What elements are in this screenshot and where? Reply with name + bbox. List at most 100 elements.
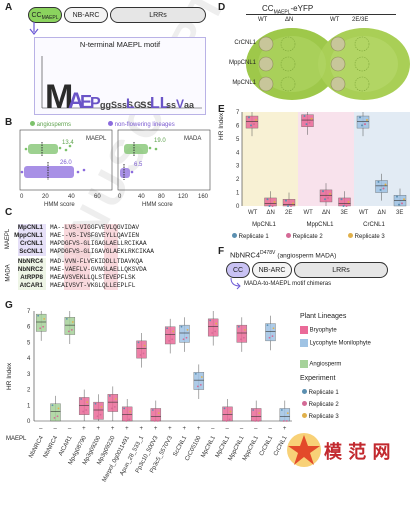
g-point [211, 332, 214, 334]
g-box [50, 403, 61, 422]
leaf-title-main: CC [262, 4, 274, 13]
e-point [401, 202, 403, 205]
maepl-title: MAEPL [86, 136, 107, 142]
hr-index-chart-e: 0 1 2 3 4 5 6 7 WT ΔN 2E WT ΔN 3E WT ΔN 3E [236, 110, 410, 216]
e-point [292, 202, 294, 205]
legend-dot-nonflowering [108, 121, 113, 126]
g-point [151, 409, 154, 411]
g-legend-angiosperm-label: Angiosperm [309, 361, 342, 368]
row-name: NbNRC4 [17, 258, 43, 265]
row-seq: MAE-VAEFLV-GVNGLAELLQKSVDA [50, 266, 147, 273]
g-point [114, 398, 117, 400]
g-box [164, 326, 176, 345]
g-legend-rep3: Replicate 3 [302, 413, 339, 420]
hr-index-chart-g: 01234567–NbNRC4–NbNRC4–AtCAR1+Mp4g08790+… [27, 309, 292, 483]
leaf-title-sub: MAEPL [273, 9, 291, 16]
g-point [186, 328, 189, 331]
legend-nonflowering-label: non-flowering lineages [114, 122, 175, 128]
e-legend-rep3: Replicate 3 [348, 233, 385, 240]
svg-text:L: L [126, 95, 135, 111]
g-legend-rep1: Replicate 1 [302, 389, 339, 396]
lrr-domain: LRRs [110, 7, 206, 23]
e-point [361, 124, 363, 127]
f-cc-domain: CC [226, 262, 250, 278]
e-ytick: 2 [236, 177, 240, 183]
g-box [250, 408, 262, 422]
g-point [286, 412, 289, 415]
g-legend-bryophyte: Bryophyte [300, 326, 337, 334]
g-point [37, 314, 40, 317]
svg-text:V: V [176, 97, 184, 111]
row-seq: MAEAVSVEKLLQLSTEVEPFLSK [50, 274, 136, 281]
e-point [377, 180, 380, 183]
g-point [272, 327, 275, 330]
e-ytick: 4 [236, 150, 240, 156]
g-point [229, 410, 232, 413]
cc-domain: CC MAEPL [28, 7, 62, 23]
g-box [279, 408, 291, 422]
e-point [268, 205, 271, 207]
g-legend-rep2: Replicate 2 [302, 401, 339, 408]
g-xtick: NbNRC4 [43, 435, 60, 460]
cc-subscript: MAEPL [41, 14, 59, 21]
e-xtick: WT [359, 210, 369, 216]
e-point [308, 121, 311, 124]
maepl-tick-0: 0 [20, 194, 24, 200]
row-seq: MAD-VVN-FLVEKIDDLLTDAVKQA [50, 258, 143, 265]
g-point [225, 420, 228, 422]
g-point [271, 335, 274, 338]
e-xtick: 3E [341, 210, 348, 216]
g-point [80, 398, 83, 400]
logo-star-icon [287, 433, 321, 467]
sequence-logo: M A E P ggSssS L G ss LL ss V aa [41, 56, 202, 112]
g-maepl-sign: – [254, 426, 258, 432]
g-point [285, 420, 288, 422]
panel-c-label: C [5, 207, 13, 218]
e-point [384, 183, 387, 186]
g-maepl-sign: + [111, 426, 115, 432]
g-maepl-sign: – [68, 426, 72, 432]
svg-text:G: G [134, 100, 141, 110]
panel-a-label: A [5, 2, 13, 13]
e-xtick: WT [304, 210, 314, 216]
e-xtick: 2E [285, 210, 292, 216]
leaf-row-mppcnl1: MppCNL1 [228, 60, 256, 66]
e-point [345, 205, 348, 207]
g-point [237, 325, 240, 328]
g-point [172, 330, 175, 333]
g-box [78, 397, 90, 415]
g-point [254, 420, 257, 422]
row-name: MpCNL1 [17, 224, 43, 231]
logo-mark: 模 范 网 [324, 442, 391, 463]
leaf-photo [244, 24, 414, 100]
f-arrow-text: MADA-to-MAEPL motif chimeras [244, 281, 332, 287]
g-ytick: 6 [27, 325, 31, 331]
leaf-title: CCMAEPL-eYFP [262, 4, 313, 16]
g-point [67, 330, 70, 333]
g-point [100, 405, 103, 408]
svg-text:LL: LL [150, 95, 170, 112]
maepl-tick-3: 60 [94, 194, 101, 200]
legend-nonflowering: non-flowering lineages [108, 121, 175, 128]
g-xtick: AtCAR1 [58, 435, 74, 458]
g-point [243, 328, 246, 331]
g-point [142, 352, 145, 355]
mada-tick-0: 0 [118, 194, 122, 200]
alignment-highlight-1 [64, 224, 90, 290]
e-legend-rep2: Replicate 2 [286, 233, 323, 240]
e-legend-rep3-label: Replicate 3 [354, 234, 385, 240]
g-point [70, 328, 73, 331]
e-xtick: 3E [396, 210, 403, 216]
maepl-green-value: 13.4 [62, 140, 74, 146]
g-box [150, 408, 162, 422]
maepl-xlabel: HMM score [44, 202, 75, 208]
g-maepl-label: MAEPL [6, 436, 27, 442]
leaf-col-wt-1: WT [258, 17, 268, 23]
leaf-row-crcnl1: CrCNL1 [234, 40, 256, 46]
row-seq: MA--LVS-VIGGFVEVLQGVIDAV [50, 224, 140, 231]
e-point [347, 200, 350, 203]
g-point [43, 317, 46, 320]
svg-text:ss: ss [140, 97, 154, 111]
e-box [375, 180, 388, 193]
g-box [107, 394, 119, 412]
